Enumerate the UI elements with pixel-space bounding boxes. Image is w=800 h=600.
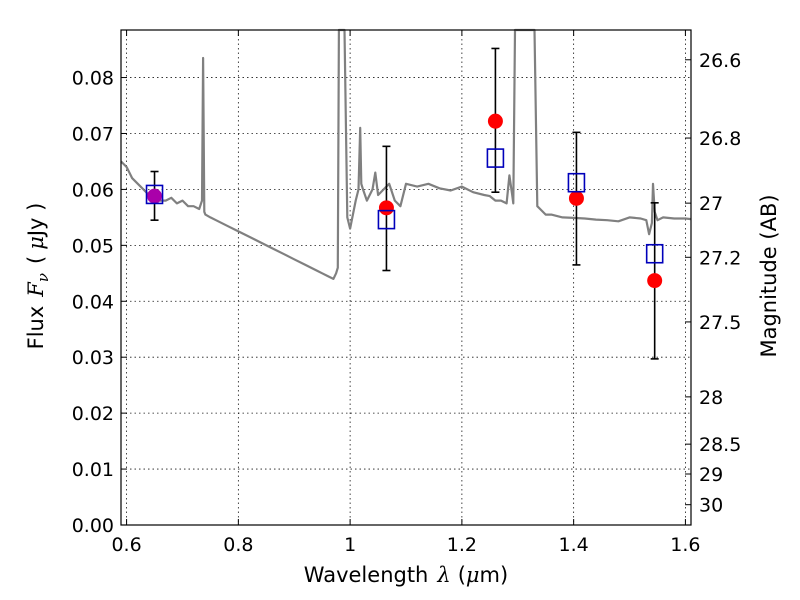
y-tick-label-0: 0.00 <box>72 515 114 537</box>
errorbar-layer <box>150 47 659 360</box>
y-axis-label: Flux Fν ( μJy ) <box>24 203 52 350</box>
y-axis-flux-subscript: ν <box>34 273 52 282</box>
model-point-0 <box>145 184 164 205</box>
y2-tick-label-8: 30 <box>699 495 723 517</box>
y-tick-label-1: 0.01 <box>72 459 114 481</box>
y2-tick-label-2: 27 <box>699 193 723 215</box>
x-tick-label-4: 1.4 <box>559 534 589 556</box>
y2-tick-label-0: 26.6 <box>699 50 741 72</box>
y-axis-unit-rest: Jy ) <box>24 203 48 239</box>
y-axis-unit-mu: μ <box>24 236 48 250</box>
model-point-1 <box>377 209 396 230</box>
y2-tick-label-6: 28.5 <box>699 434 741 456</box>
y-tick-label-8: 0.08 <box>72 68 114 90</box>
plot-frame <box>120 29 692 526</box>
y2-tick-label-3: 27.2 <box>699 247 741 269</box>
marker-layer <box>145 113 664 289</box>
observed-point-3 <box>568 190 584 206</box>
y-tick-label-4: 0.04 <box>72 291 114 313</box>
x-axis-unit-rest: m) <box>480 563 509 587</box>
x-tick-label-0: 0.6 <box>111 534 141 556</box>
y-axis-flux-symbol: F <box>24 281 48 298</box>
x-tick-label-3: 1.2 <box>447 534 477 556</box>
y2-axis-label: Magnitude (AB) <box>757 194 781 357</box>
y-tick-label-5: 0.05 <box>72 235 114 257</box>
tick-layer: 0.6 0.8 1 1.2 1.4 1.6 0.00 0.01 0.02 0.03 0.04 0.05… <box>72 30 741 556</box>
model-point-3 <box>567 172 586 193</box>
observed-point-1 <box>378 200 394 216</box>
x-axis-unit-open: ( <box>458 563 466 587</box>
y-tick-label-6: 0.06 <box>72 179 114 201</box>
x-tick-label-1: 0.8 <box>223 534 253 556</box>
y-tick-label-7: 0.07 <box>72 123 114 145</box>
x-tick-label-5: 1.6 <box>670 534 700 556</box>
y2-tick-label-4: 27.5 <box>699 312 741 334</box>
y-axis-unit-open: ( <box>24 256 48 264</box>
y2-tick-label-1: 26.8 <box>699 128 741 150</box>
x-axis-label-text: Wavelength <box>304 563 429 587</box>
observed-point-0 <box>147 188 163 204</box>
x-axis-lambda-symbol: λ <box>436 563 450 587</box>
model-point-4 <box>645 243 664 264</box>
x-axis-label: Wavelength λ (μm) <box>304 563 508 587</box>
spectrum-layer <box>120 28 692 280</box>
spectrum-line <box>120 28 692 280</box>
y-tick-label-3: 0.03 <box>72 347 114 369</box>
observed-point-2 <box>487 113 503 129</box>
y-axis-label-text: Flux <box>24 306 48 350</box>
grid-lines <box>121 30 691 526</box>
y-tick-label-2: 0.02 <box>72 403 114 425</box>
observed-point-4 <box>647 273 663 289</box>
y2-tick-label-5: 28 <box>699 387 723 409</box>
x-tick-label-2: 1 <box>344 534 356 556</box>
model-point-2 <box>486 148 505 168</box>
x-axis-unit-mu: μ <box>466 563 480 587</box>
y2-tick-label-7: 29 <box>699 464 723 486</box>
